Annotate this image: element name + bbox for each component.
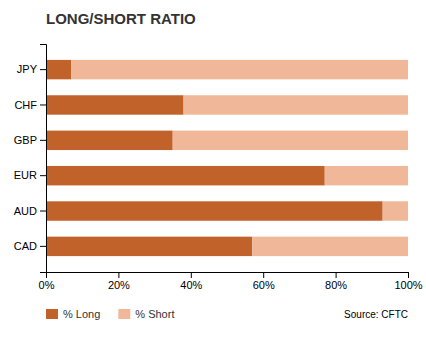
x-tick: 0% [39, 272, 55, 291]
x-tick-label: 60% [253, 279, 275, 291]
x-tick: 60% [253, 272, 275, 291]
y-tick-label: AUD [14, 205, 37, 217]
bar [46, 201, 383, 220]
x-tick-mark [191, 272, 192, 278]
y-tick: CHF [14, 98, 46, 110]
bar [184, 95, 408, 114]
series [46, 60, 383, 256]
x-axis-line [47, 273, 409, 279]
legend-item: % Short [118, 308, 174, 320]
bar [383, 201, 408, 220]
y-tick-label: JPY [17, 63, 38, 75]
y-tick: EUR [14, 169, 46, 181]
x-tick: 40% [180, 272, 202, 291]
y-tick-mark [40, 140, 46, 141]
plot-area: 0% 20% 40% 60% 80% 100% CAD AUD EUR GBP CHF JPY [14, 45, 423, 291]
bar [46, 166, 325, 185]
bars [46, 60, 408, 256]
y-tick-label: CHF [14, 98, 37, 110]
x-tick-label: 20% [108, 279, 130, 291]
y-tick-label: CAD [14, 240, 37, 252]
legend-label: % Short [135, 308, 174, 320]
x-tick-mark [118, 272, 119, 278]
series [71, 60, 408, 256]
y-tick-mark [40, 69, 46, 70]
y-axis-line [40, 45, 47, 273]
bar [46, 95, 184, 114]
y-tick-mark [40, 104, 46, 105]
bar [46, 237, 252, 256]
legend-swatch [118, 309, 130, 319]
y-tick-mark [40, 175, 46, 176]
legend-label: % Long [63, 308, 100, 320]
y-tick: CAD [14, 240, 46, 252]
y-tick: JPY [17, 63, 46, 75]
legend-item: % Long [46, 308, 100, 320]
chart-svg: LONG/SHORT RATIO 0% 20% 40% 60% 80% 100% CAD AUD… [0, 0, 426, 338]
y-tick-label: GBP [14, 134, 37, 146]
x-tick-label: 80% [325, 279, 347, 291]
x-tick-mark [408, 272, 409, 278]
bar [71, 60, 408, 79]
x-tick-label: 100% [394, 279, 422, 291]
y-axis: CAD AUD EUR GBP CHF JPY [14, 45, 47, 273]
bar [46, 60, 71, 79]
bar [325, 166, 408, 185]
title: LONG/SHORT RATIO [46, 10, 196, 27]
y-tick: GBP [14, 134, 46, 146]
y-tick-label: EUR [14, 169, 37, 181]
bar [46, 131, 173, 150]
x-axis: 0% 20% 40% 60% 80% 100% [39, 272, 423, 291]
legend-swatch [46, 309, 58, 319]
legend: % Long % Short [46, 308, 174, 320]
x-tick: 80% [325, 272, 347, 291]
bar [252, 237, 408, 256]
annotation: Source: CFTC [344, 309, 408, 320]
x-tick-label: 40% [180, 279, 202, 291]
y-tick: AUD [14, 205, 46, 217]
y-tick-mark [40, 211, 46, 212]
x-tick-mark [336, 272, 337, 278]
x-tick-label: 0% [39, 279, 55, 291]
chart-container: LONG/SHORT RATIO 0% 20% 40% 60% 80% 100% CAD AUD… [0, 0, 426, 338]
x-tick: 20% [108, 272, 130, 291]
x-tick-mark [263, 272, 264, 278]
x-tick: 100% [394, 272, 422, 291]
y-tick-mark [40, 246, 46, 247]
bar [173, 131, 408, 150]
